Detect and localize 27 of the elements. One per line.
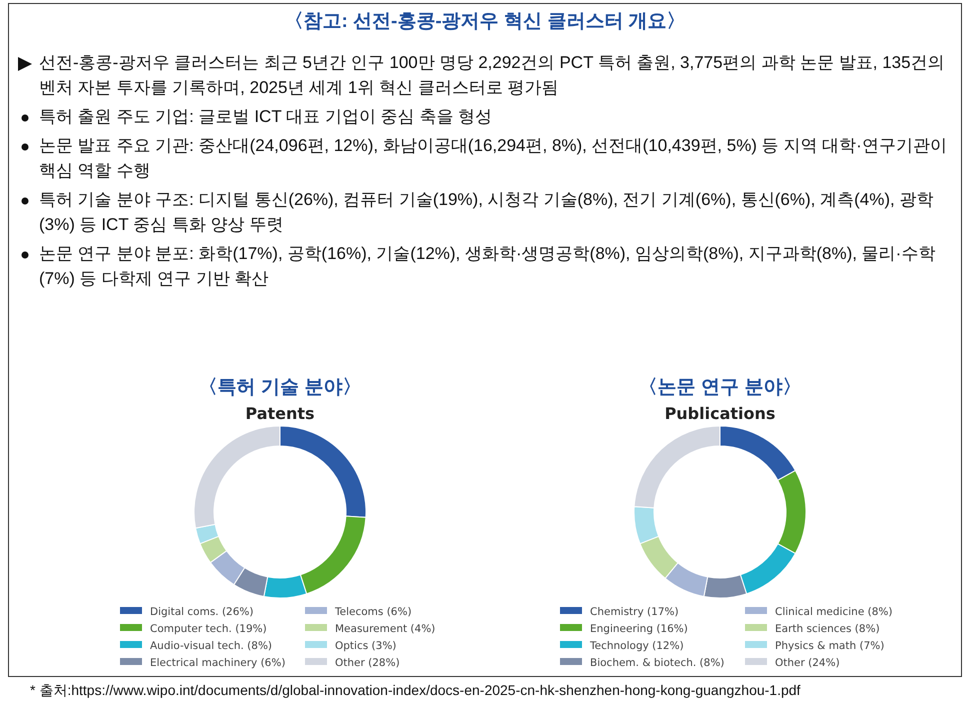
text: 〈참고: 선전-홍콩-광저우 혁신 클러스터 개요〉 <box>283 10 687 34</box>
text: 논문 연구 분야 분포: 화학(17%), 공학(16%), 기술(12%), 생화학·생명공학(8%), 임상의학(8%), 지구과학(8%), 물리·수학(7%) 등 다학제 연구 기반 확산 <box>39 243 936 290</box>
chart-subtitle: Patents <box>245 404 315 423</box>
legend-label: Digital coms. (26%) <box>150 606 254 618</box>
text: 특허 출원 주도 기업: 글로벌 ICT 대표 기업이 중심 축을 형성 <box>39 106 494 128</box>
legend-label: Optics (3%) <box>335 640 396 652</box>
legend-label: Clinical medicine (8%) <box>775 606 892 618</box>
chart-title: 〈특허 기술 분야〉 <box>198 376 362 400</box>
text: 특허 기술 분야 구조: 디지털 통신(26%), 컴퓨터 기술(19%), 시청각 기술(8%), 전기 기계(6%), 통신(6%), 계측(4%), 광학(3%) 등 ICT 중심 특화 양상 뚜렷 <box>39 189 934 236</box>
chart-title: 〈논문 연구 분야〉 <box>638 376 802 400</box>
legend-label: Electrical machinery (6%) <box>150 657 286 669</box>
text: 논문 발표 주요 기관: 중산대(24,096편, 12%), 화남이공대(16,294편, 8%), 선전대(10,439편, 5%) 등 지역 대학·연구기관이 핵심 역할 수행 <box>39 135 948 182</box>
legend-label: Physics & math (7%) <box>775 640 884 652</box>
legend-label: Earth sciences (8%) <box>775 623 880 635</box>
text: * 출처:https://www.wipo.int/documents/d/global-innovation-index/docs-en-2025-cn-hk-shenzhen-hong-kong-guangzhou-1.pdf <box>30 682 800 700</box>
legend-label: Computer tech. (19%) <box>150 623 267 635</box>
chart-subtitle: Publications <box>664 404 776 423</box>
legend-label: Other (28%) <box>335 657 400 669</box>
legend-label: Other (24%) <box>775 657 840 669</box>
legend-label: Measurement (4%) <box>335 623 436 635</box>
legend-label: Audio-visual tech. (8%) <box>150 640 272 652</box>
legend-label: Technology (12%) <box>589 640 684 652</box>
legend-label: Engineering (16%) <box>590 623 688 635</box>
legend-label: Biochem. & biotech. (8%) <box>590 657 724 669</box>
legend-label: Chemistry (17%) <box>590 606 679 618</box>
text: 선전-홍콩-광저우 클러스터는 최근 5년간 인구 100만 명당 2,292건의 PCT 특허 출원, 3,775편의 과학 논문 발표, 135건의 벤처 자본 투자를 기록하며, 2025년 세계 1위 혁신 클러스터로 평가됨 <box>39 52 946 99</box>
legend-label: Telecoms (6%) <box>334 606 412 618</box>
